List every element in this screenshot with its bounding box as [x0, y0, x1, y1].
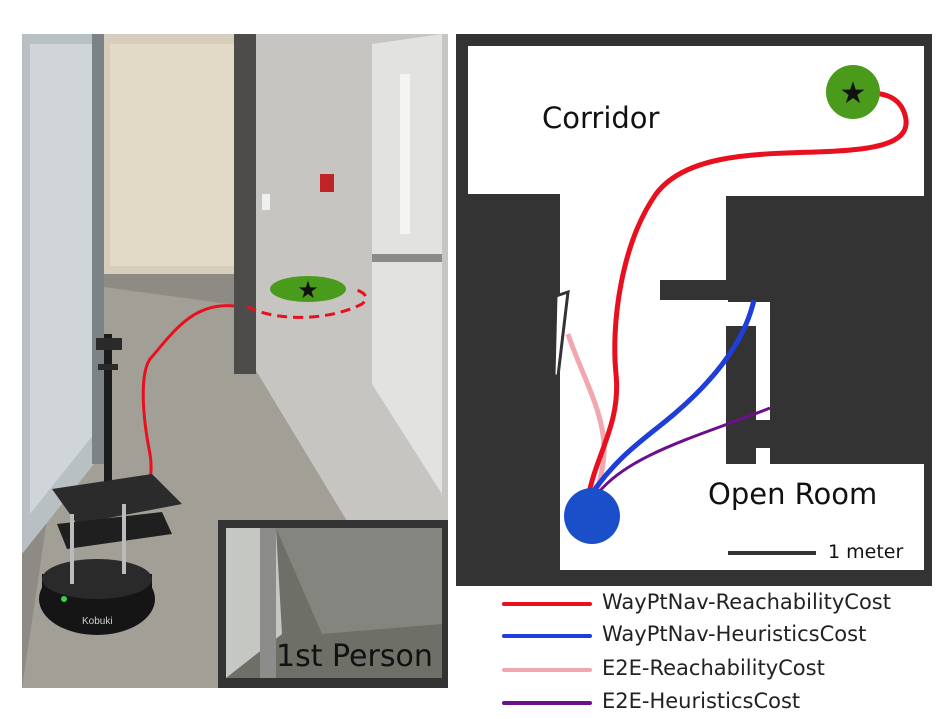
path-wayptnav-reachability: [585, 91, 909, 499]
path-wayptnav-heuristics: [587, 299, 757, 498]
goal-circle: [826, 65, 880, 119]
start-circle: [564, 488, 620, 544]
legend-label: E2E-ReachabilityCost: [602, 656, 825, 680]
star-icon: ★: [840, 77, 867, 110]
path-e2e-heuristics: [594, 406, 771, 497]
legend-swatch: [502, 602, 592, 606]
legend-item: E2E-HeuristicsCost: [490, 687, 930, 719]
legend-label: E2E-HeuristicsCost: [602, 689, 801, 713]
scale-bar-label: 1 meter: [828, 541, 904, 563]
legend-label: WayPtNav-HeuristicsCost: [602, 622, 867, 646]
legend-swatch: [502, 634, 592, 638]
legend: WayPtNav-ReachabilityCost WayPtNav-Heuri…: [490, 588, 930, 716]
goal-marker: [270, 276, 346, 302]
star-icon: ★: [297, 277, 319, 304]
legend-item: E2E-ReachabilityCost: [490, 654, 930, 686]
inset-label: 1st Person: [276, 639, 433, 674]
robot-hallway-photo: ★ Kobuki: [22, 34, 448, 688]
legend-item: WayPtNav-ReachabilityCost: [490, 588, 930, 620]
legend-swatch: [502, 701, 592, 705]
first-person-inset: [218, 520, 448, 688]
scale-bar: [728, 551, 816, 555]
robot-brand-text: Kobuki: [82, 616, 113, 627]
corridor-label: Corridor: [542, 101, 660, 135]
legend-swatch: [502, 668, 592, 672]
open-room-label: Open Room: [708, 477, 878, 511]
legend-label: WayPtNav-ReachabilityCost: [602, 590, 891, 614]
legend-item: WayPtNav-HeuristicsCost: [490, 620, 930, 652]
floor-map: ★: [456, 34, 932, 586]
